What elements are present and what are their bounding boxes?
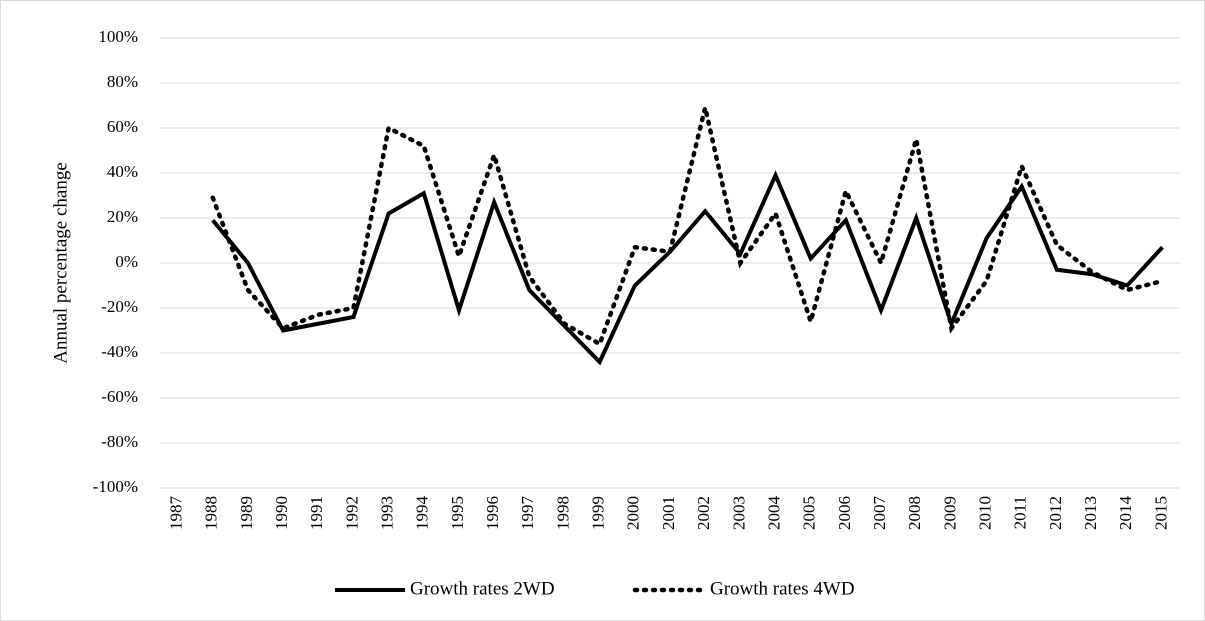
x-tick-label: 2014 (1116, 496, 1135, 531)
y-tick-label: -60% (101, 387, 138, 406)
x-tick-label: 2012 (1046, 496, 1065, 530)
x-tick-label: 2002 (694, 496, 713, 530)
x-tick-label: 1999 (589, 496, 608, 530)
x-tick-label: 1990 (272, 496, 291, 530)
x-tick-label: 1996 (483, 496, 502, 530)
x-tick-label: 1994 (413, 496, 432, 531)
legend-label: Growth rates 2WD (410, 578, 555, 599)
y-tick-label: 100% (98, 27, 138, 46)
x-tick-label: 2001 (659, 496, 678, 530)
y-tick-label: 0% (115, 252, 138, 271)
y-tick-label: -20% (101, 297, 138, 316)
x-tick-label: 2010 (975, 496, 994, 530)
x-tick-label: 2004 (764, 496, 783, 531)
y-axis-label: Annual percentage change (50, 162, 71, 364)
series-line (210, 107, 1165, 348)
y-tick-label: -80% (101, 432, 138, 451)
x-tick-label: 2006 (835, 496, 854, 530)
x-tick-label: 1987 (166, 496, 185, 531)
x-tick-label: 1988 (202, 496, 221, 530)
x-tick-label: 1992 (342, 496, 361, 530)
x-tick-label: 1991 (307, 496, 326, 530)
x-tick-label: 1995 (448, 496, 467, 530)
y-tick-label: 40% (107, 162, 138, 181)
x-tick-label: 2000 (624, 496, 643, 530)
y-tick-label: -100% (93, 477, 138, 496)
x-tick-label: 2007 (870, 496, 889, 531)
x-tick-label: 2013 (1081, 496, 1100, 530)
x-tick-label: 1997 (518, 496, 537, 531)
x-tick-label: 2008 (905, 496, 924, 530)
x-tick-label: 1993 (378, 496, 397, 530)
y-tick-label: -40% (101, 342, 138, 361)
x-tick-label: 1989 (237, 496, 256, 530)
y-tick-label: 20% (107, 207, 138, 226)
x-tick-label: 2005 (800, 496, 819, 530)
series-line (211, 170, 1164, 366)
y-tick-label: 80% (107, 72, 138, 91)
legend-label: Growth rates 4WD (710, 578, 855, 599)
x-tick-label: 2009 (940, 496, 959, 530)
x-tick-label: 2015 (1151, 496, 1170, 530)
x-tick-label: 2011 (1011, 496, 1030, 529)
x-tick-label: 2003 (729, 496, 748, 530)
x-tick-label: 1998 (553, 496, 572, 530)
y-tick-label: 60% (107, 117, 138, 136)
